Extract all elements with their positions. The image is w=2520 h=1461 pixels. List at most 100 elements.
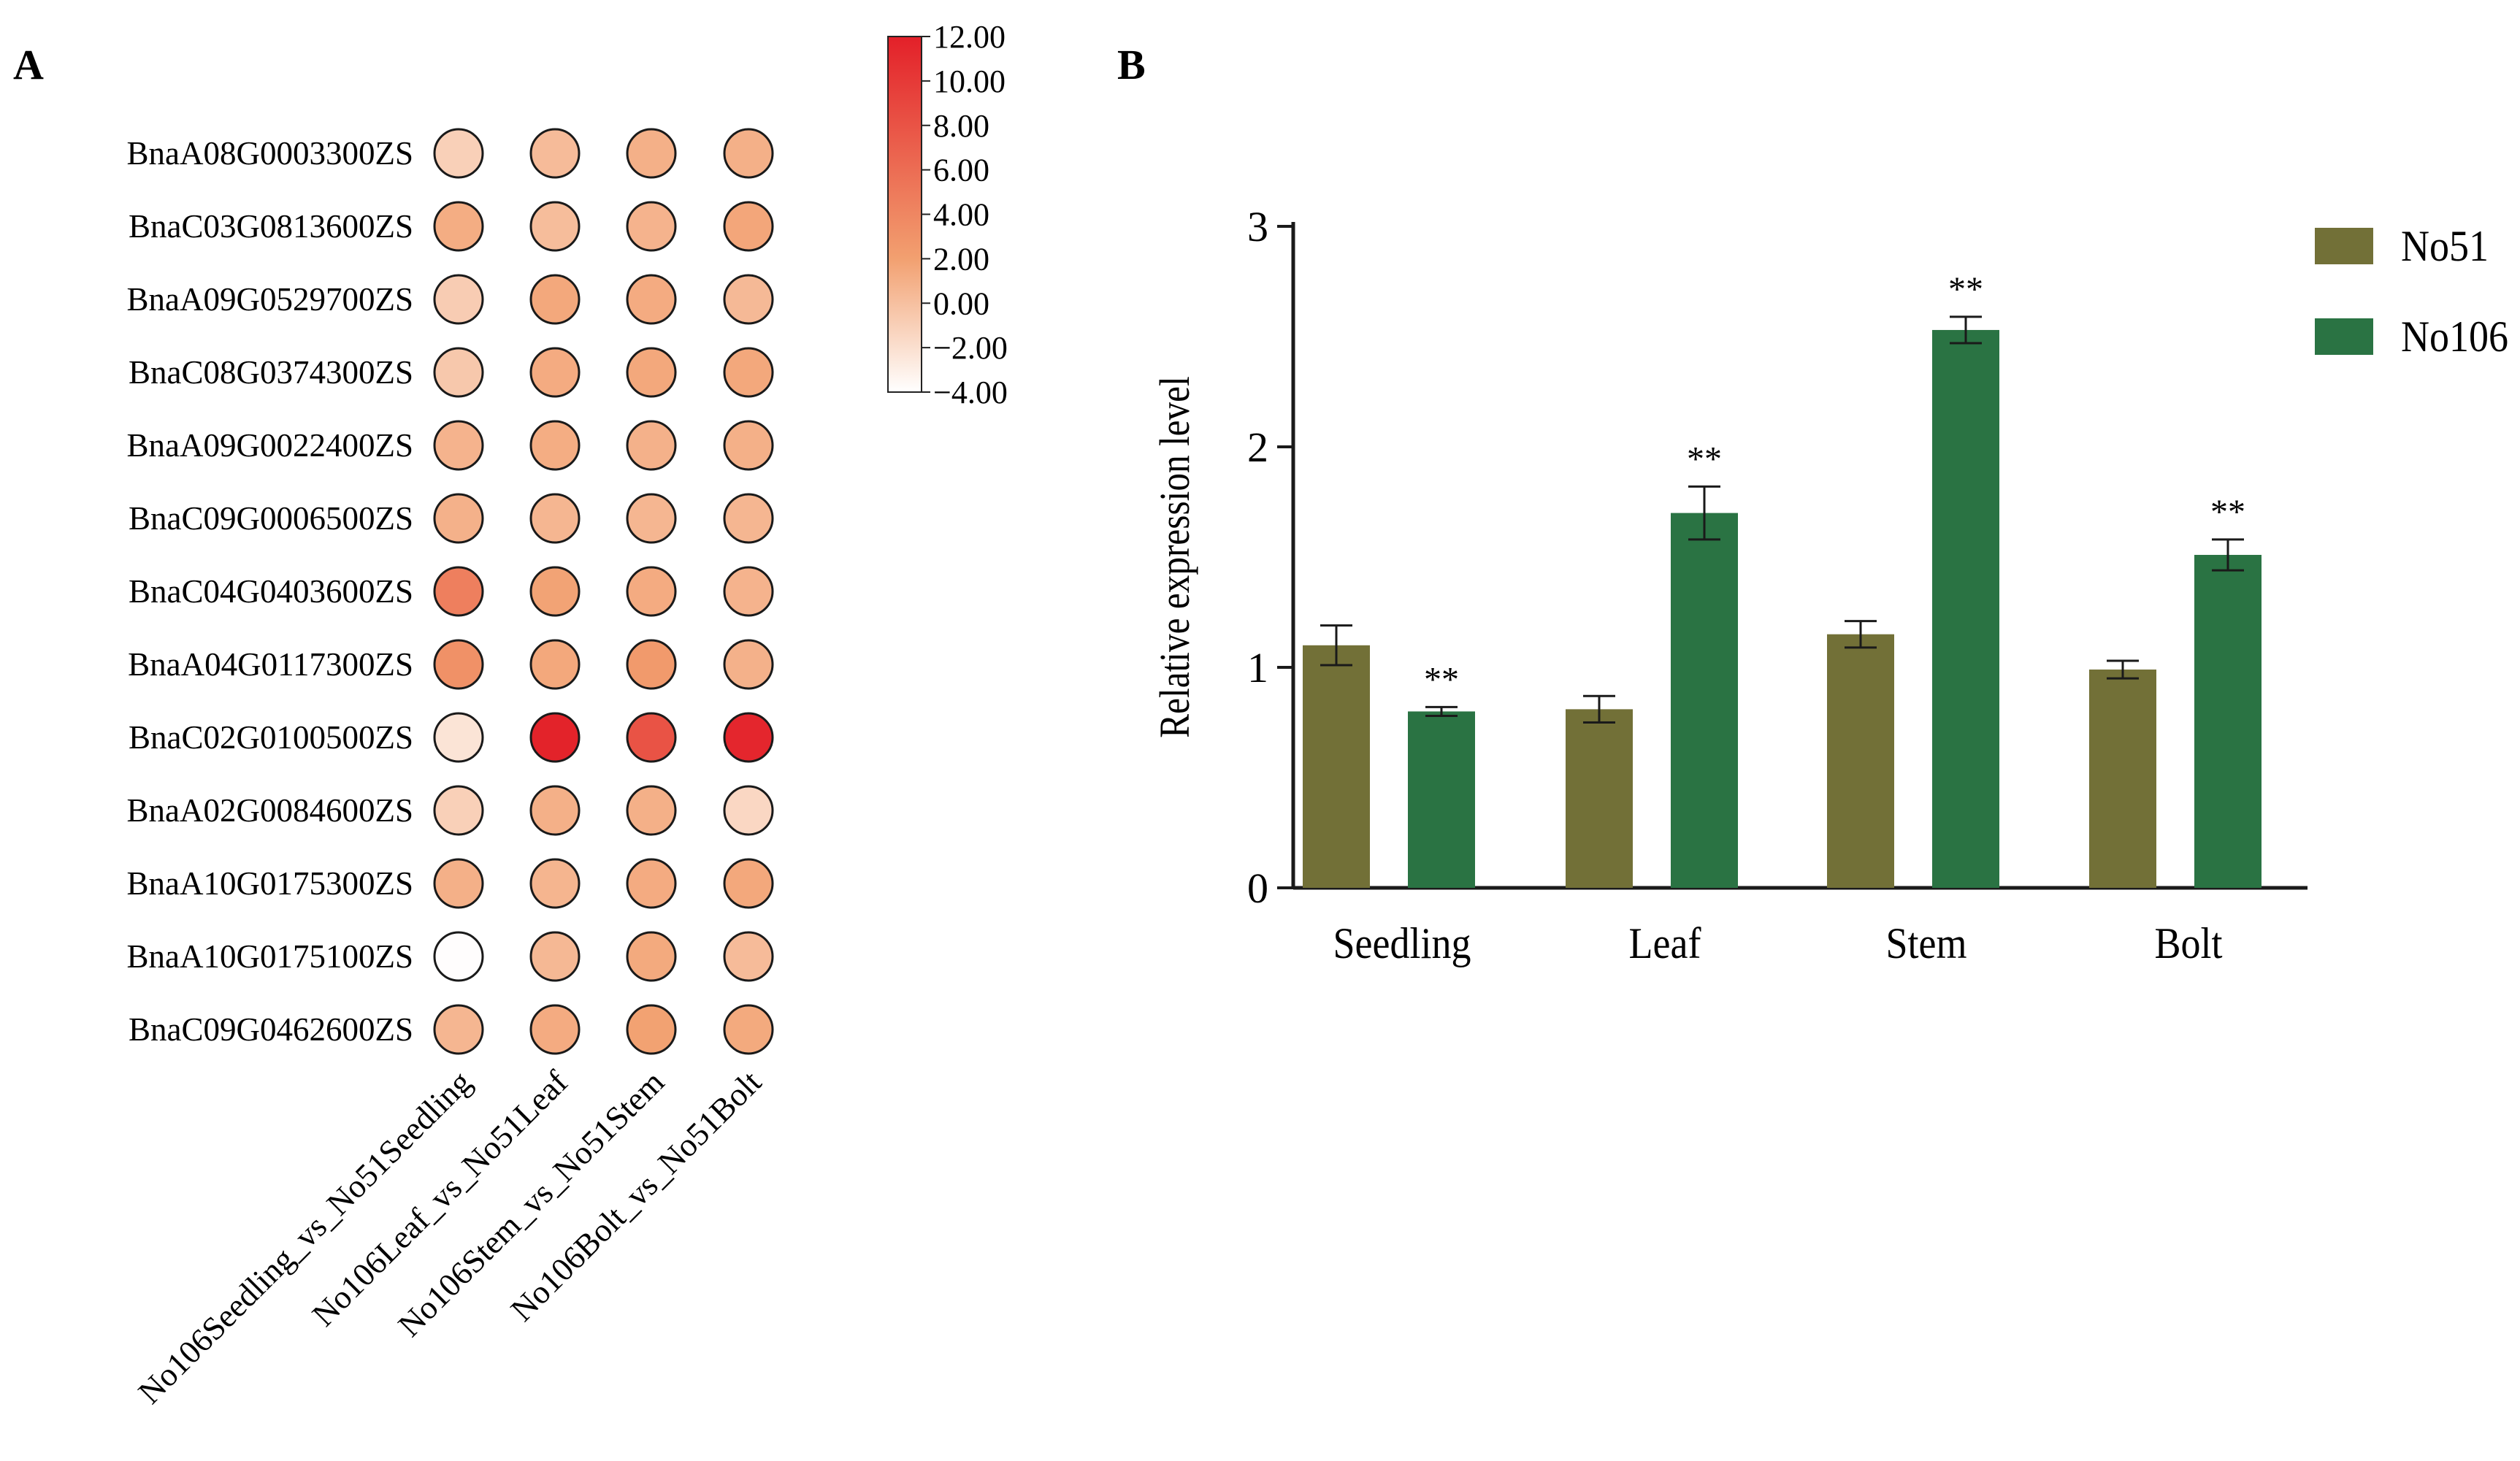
y-tick-label: 3 [1247,203,1268,250]
legend-label-no51: No51 [2401,222,2489,270]
x-tick-label: Seedling [1333,919,1471,967]
bar-no106-seedling [1408,711,1475,888]
significance-marker: ** [1687,440,1722,478]
heatmap-row-label: BnaC04G0403600ZS [129,573,413,610]
bar-no106-stem [1932,329,1999,888]
heatmap-cell [529,274,581,325]
heatmap-cell [723,420,774,471]
heatmap-cell [626,931,677,982]
heatmap-cell [529,347,581,398]
heatmap-cell [433,712,484,763]
color-scale-tick-label: 12.00 [933,19,1006,55]
heatmap-cell [529,128,581,179]
color-scale-tick-label: 10.00 [933,64,1006,99]
x-tick-label: Leaf [1629,919,1701,967]
heatmap-row-labels: BnaA08G0003300ZS BnaC03G0813600ZS BnaA09G0… [127,135,414,1048]
significance-marker: ** [2210,493,2245,532]
heatmap-row-label: BnaA04G0117300ZS [128,646,413,683]
bar-no51-stem [1827,634,1894,888]
heatmap-cell [723,858,774,909]
heatmap-cell [626,128,677,179]
color-scale-tick-label: 2.00 [933,241,989,277]
heatmap-cell [529,493,581,544]
heatmap-cell [626,1004,677,1055]
x-tick-label: Bolt [2154,919,2222,967]
heatmap-cell [433,1004,484,1055]
heatmap-cell [626,785,677,836]
legend-label-no106: No106 [2401,312,2508,361]
panel-b-label: B [1117,41,1146,88]
heatmap-cell [626,639,677,690]
heatmap-cell [529,566,581,617]
heatmap-cell [723,1004,774,1055]
heatmap-cell [723,712,774,763]
x-tick-label: Stem [1886,919,1967,967]
heatmap-row-label: BnaA09G0022400ZS [127,427,414,464]
heatmap-cell [529,931,581,982]
bar-no51-seedling [1303,645,1370,888]
color-scale-ticks: 12.00 10.00 8.00 6.00 4.00 2.00 0.00 −2.00 −4.00 [922,19,1008,410]
heatmap-cell [626,493,677,544]
heatmap-cell [723,931,774,982]
heatmap-cell [433,639,484,690]
heatmap-cell [433,566,484,617]
color-scale-tick-label: 8.00 [933,108,989,144]
y-axis-title: Relative expression level [1151,376,1198,737]
heatmap-cell [723,785,774,836]
heatmap-row-label: BnaA10G0175100ZS [127,938,414,975]
heatmap-cell [626,712,677,763]
heatmap-cell [723,566,774,617]
heatmap-cell [626,566,677,617]
heatmap-cell [626,420,677,471]
heatmap-cell [626,201,677,252]
heatmap-cell [433,493,484,544]
bar-no51-bolt [2089,670,2156,888]
heatmap-cell [433,931,484,982]
heatmap-cell [433,347,484,398]
heatmap-cell [529,639,581,690]
heatmap-cell [723,201,774,252]
legend-swatch-no106 [2315,318,2373,355]
color-scale-tick-label: 4.00 [933,197,989,233]
bar-chart-bars: ** ** ** ** [1303,270,2262,888]
heatmap-row-label: BnaA10G0175300ZS [127,865,414,902]
y-tick-label: 1 [1247,644,1268,691]
heatmap-cell [433,201,484,252]
heatmap-row-label: BnaC02G0100500ZS [129,719,413,756]
legend-swatch-no51 [2315,228,2373,264]
heatmap-cell [723,639,774,690]
heatmap-cell [529,1004,581,1055]
color-scale-tick-label: −2.00 [933,330,1008,366]
heatmap-cell [626,347,677,398]
heatmap-row-label: BnaC09G0462600ZS [129,1011,413,1048]
significance-marker: ** [1424,660,1459,699]
bar-chart-legend: No51 No106 [2315,222,2508,361]
color-scale-tick-label: −4.00 [933,375,1008,410]
heatmap-row-label: BnaA09G0529700ZS [127,281,414,318]
heatmap-cell [529,420,581,471]
bar-no106-leaf [1671,513,1738,888]
heatmap-cell [723,274,774,325]
heatmap-cell [433,128,484,179]
heatmap-cell [529,785,581,836]
heatmap-cell [723,493,774,544]
heatmap-cell [529,201,581,252]
heatmap-row-label: BnaA02G0084600ZS [127,792,414,829]
bar-chart-panel: 0 1 2 3 Relative expression level Seedling Lea… [1151,203,2508,968]
heatmap-cell [723,128,774,179]
y-tick-label: 0 [1247,864,1268,912]
heatmap-row-label: BnaC08G0374300ZS [129,354,413,391]
bar-no106-bolt [2194,554,2262,888]
significance-marker: ** [1948,270,1983,309]
panel-a-label: A [13,41,44,88]
heatmap-column-labels: No106Seedling_vs_No51SeedlingNo106Leaf_v… [131,1063,769,1411]
heatmap-cell [433,274,484,325]
heatmap-panel: BnaA08G0003300ZS BnaC03G0813600ZS BnaA09G0… [127,128,774,1411]
heatmap-cell [433,785,484,836]
heatmap-cells [433,128,774,1055]
color-scale-tick-label: 6.00 [933,153,989,188]
heatmap-cell [529,712,581,763]
heatmap-cell [433,858,484,909]
bar-no51-leaf [1566,709,1633,888]
